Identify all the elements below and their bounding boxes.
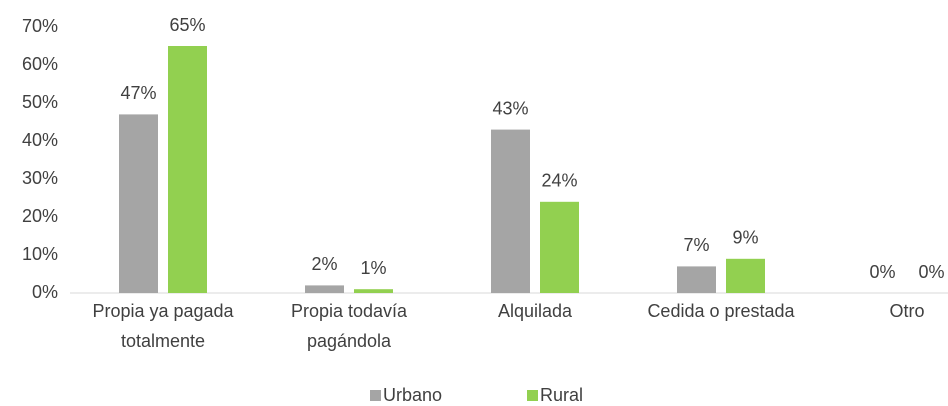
value-label: 24% [541, 171, 577, 191]
y-tick-label: 50% [22, 92, 58, 112]
value-label: 0% [918, 262, 944, 282]
y-tick-label: 70% [22, 16, 58, 36]
value-label: 43% [492, 98, 528, 118]
value-label: 7% [683, 235, 709, 255]
legend-label: Urbano [383, 385, 442, 405]
bar [305, 285, 344, 293]
legend-swatch [527, 390, 538, 401]
value-label: 0% [869, 262, 895, 282]
x-tick-label: Alquilada [498, 301, 573, 321]
bar [540, 201, 579, 293]
bar [119, 114, 158, 294]
value-label: 65% [169, 15, 205, 35]
y-tick-label: 40% [22, 130, 58, 150]
legend-swatch [370, 390, 381, 401]
value-label: 47% [120, 83, 156, 103]
bar [168, 46, 207, 293]
bar [354, 289, 393, 293]
y-tick-label: 0% [32, 282, 58, 302]
y-tick-label: 60% [22, 54, 58, 74]
x-tick-label: Propia ya pagada totalmente [92, 301, 234, 351]
bar [491, 129, 530, 293]
bar [677, 266, 716, 293]
bar [726, 258, 765, 293]
value-label: 1% [360, 258, 386, 278]
x-tick-label: Propia todavía pagándola [291, 301, 408, 351]
y-tick-label: 10% [22, 244, 58, 264]
value-label: 2% [311, 254, 337, 274]
x-tick-label: Otro [889, 301, 924, 321]
x-tick-label: Cedida o prestada [647, 301, 795, 321]
value-label: 9% [732, 228, 758, 248]
y-tick-label: 30% [22, 168, 58, 188]
legend-label: Rural [540, 385, 583, 405]
y-tick-label: 20% [22, 206, 58, 226]
